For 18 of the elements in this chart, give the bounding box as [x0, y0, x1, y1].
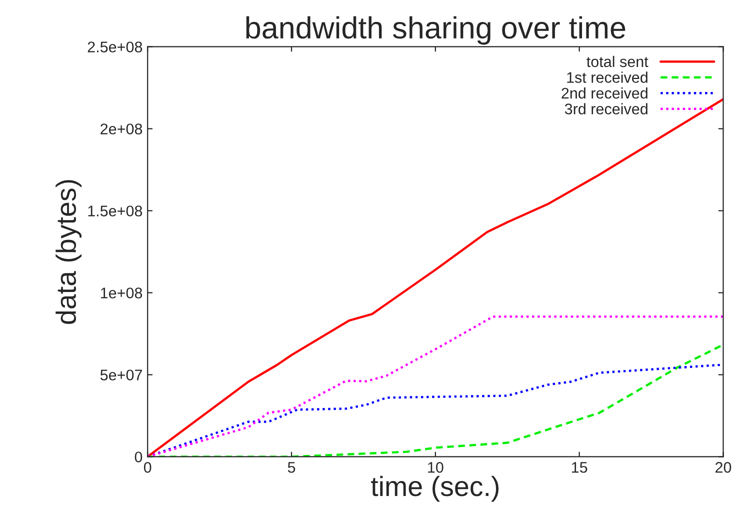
- legend-label: 2nd received: [562, 87, 648, 99]
- y-tick-label: 0: [134, 452, 142, 462]
- chart-title: bandwidth sharing over time: [246, 16, 626, 45]
- x-tick-label: 5: [288, 462, 296, 473]
- x-tick-label: 15: [572, 462, 588, 473]
- x-tick-label: 20: [716, 462, 732, 473]
- legend-label: total sent: [586, 56, 648, 68]
- y-axis-title: data (bytes): [56, 180, 82, 324]
- x-tick-label: 10: [428, 462, 444, 473]
- x-tick-label: 0: [144, 462, 152, 473]
- legend-label: 3rd received: [564, 103, 648, 114]
- y-tick-label: 2.5e+08: [88, 42, 142, 52]
- y-tick-label: 5e+07: [100, 370, 142, 380]
- x-axis-title: time (sec.): [371, 476, 499, 502]
- y-tick-label: 2e+08: [100, 124, 142, 134]
- y-tick-label: 1e+08: [100, 288, 142, 298]
- y-tick-label: 1.5e+08: [88, 206, 142, 216]
- legend-label: 1st received: [567, 72, 648, 83]
